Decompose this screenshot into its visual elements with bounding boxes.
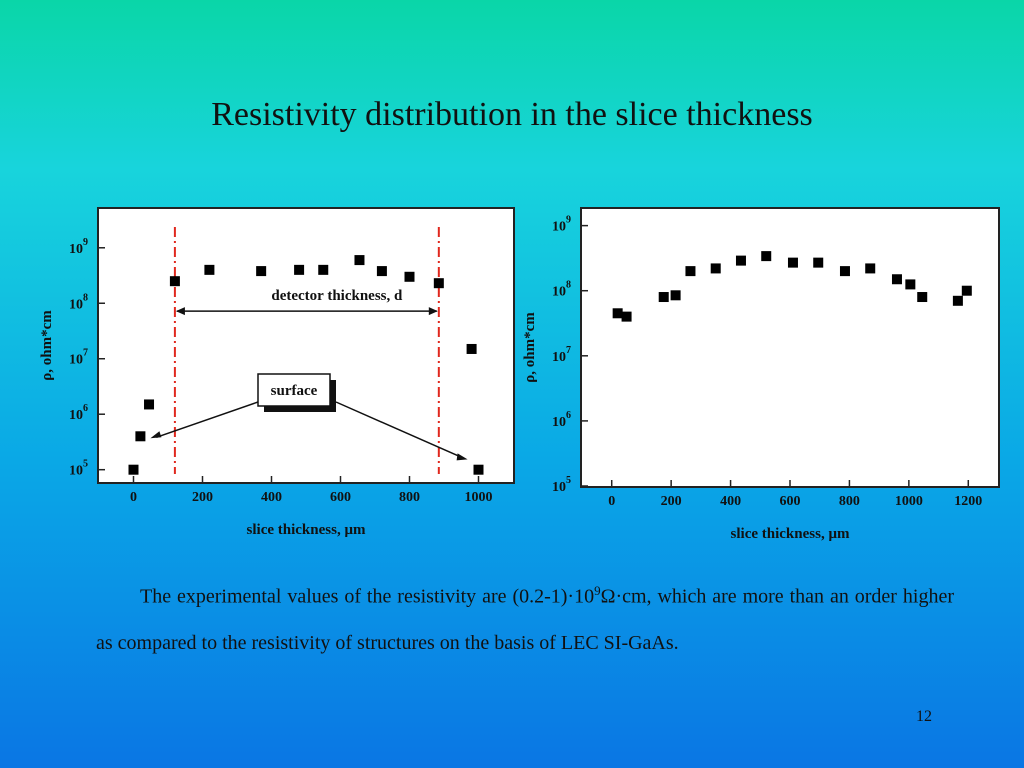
right-x-tick-label: 400 xyxy=(720,494,741,509)
right-data-point xyxy=(735,255,746,266)
right-x-tick-label: 1200 xyxy=(954,494,982,509)
paragraph-part1: The experimental values of the resistivi… xyxy=(140,585,595,608)
right-y-tick-label: 107 xyxy=(552,345,571,365)
left-data-point xyxy=(354,255,365,266)
right-data-point xyxy=(961,285,972,296)
left-x-tick-label: 400 xyxy=(261,490,282,505)
left-data-point xyxy=(473,464,484,475)
right-y-tick-label: 109 xyxy=(552,215,571,235)
left-y-tick-label: 106 xyxy=(69,403,88,423)
left-surface-arrowhead-left xyxy=(150,431,162,439)
right-data-point xyxy=(917,292,928,303)
right-y-tick-exponent: 6 xyxy=(566,410,571,421)
left-data-point xyxy=(433,278,444,289)
left-y-tick-label: 108 xyxy=(69,292,88,312)
left-y-tick-exponent: 7 xyxy=(83,348,88,359)
left-x-tick-label: 200 xyxy=(192,490,213,505)
left-data-point xyxy=(144,399,155,410)
paragraph-part2: Ω·cm, which are more than an order highe… xyxy=(96,585,954,654)
left-data-point xyxy=(294,264,305,275)
paragraph-superscript: 9 xyxy=(594,583,601,598)
right-data-point xyxy=(612,308,623,319)
left-detector-arrowhead-left xyxy=(175,307,185,316)
chart-right-plot-area xyxy=(580,207,1000,488)
left-x-tick-label: 0 xyxy=(130,490,137,505)
right-y-tick-exponent: 5 xyxy=(566,475,571,486)
left-y-tick-label: 107 xyxy=(69,348,88,368)
right-y-tick-exponent: 8 xyxy=(566,280,571,291)
right-data-point xyxy=(658,292,669,303)
left-surface-arrow-right xyxy=(335,401,462,459)
right-y-tick-label: 108 xyxy=(552,280,571,300)
right-data-point xyxy=(761,251,772,262)
left-y-tick-label: 105 xyxy=(69,459,88,479)
left-y-axis-label: ρ, ohm*cm xyxy=(39,310,55,381)
left-data-point xyxy=(404,271,415,282)
slide-title: Resistivity distribution in the slice th… xyxy=(211,96,813,133)
right-data-point xyxy=(710,263,721,274)
right-x-tick-label: 0 xyxy=(608,494,615,509)
right-y-axis-label: ρ, ohm*cm xyxy=(522,312,538,383)
right-data-point xyxy=(813,257,824,268)
left-data-point xyxy=(256,266,267,277)
right-x-axis-label: slice thickness, μm xyxy=(731,526,850,542)
left-data-point xyxy=(318,264,329,275)
right-data-point xyxy=(621,311,632,322)
left-detector-arrowhead-right xyxy=(428,307,438,316)
right-data-point xyxy=(839,266,850,277)
left-x-tick-label: 1000 xyxy=(465,490,493,505)
left-data-point xyxy=(376,266,387,277)
left-y-tick-exponent: 9 xyxy=(83,237,88,248)
left-detector-label: detector thickness, d xyxy=(271,288,403,304)
right-x-tick-label: 600 xyxy=(780,494,801,509)
right-data-point xyxy=(891,274,902,285)
right-y-tick-exponent: 7 xyxy=(566,345,571,356)
right-data-point xyxy=(787,257,798,268)
right-data-point xyxy=(905,279,916,290)
right-data-point xyxy=(685,266,696,277)
left-surface-box xyxy=(257,373,331,407)
right-x-tick-label: 200 xyxy=(661,494,682,509)
page-number: 12 xyxy=(916,708,932,725)
right-y-tick-exponent: 9 xyxy=(566,215,571,226)
right-y-tick-label: 105 xyxy=(552,475,571,495)
body-paragraph: The experimental values of the resistivi… xyxy=(96,568,954,666)
left-x-tick-label: 600 xyxy=(330,490,351,505)
left-data-point xyxy=(169,276,180,287)
left-surface-arrow-left xyxy=(156,401,259,438)
right-x-tick-label: 1000 xyxy=(895,494,923,509)
right-data-point xyxy=(865,263,876,274)
left-data-point xyxy=(204,264,215,275)
right-data-point xyxy=(952,295,963,306)
left-data-point xyxy=(466,343,477,354)
right-data-point xyxy=(670,290,681,301)
left-y-tick-label: 109 xyxy=(69,237,88,257)
right-chart-group: 0 200 400 600 800 1000 1200 105 106 107 108 109 slic… xyxy=(522,215,982,542)
left-chart-group: 0 200 400 600 800 1000 105 106 107 108 109 slice th… xyxy=(39,227,493,538)
chart-left-plot-area xyxy=(97,207,515,484)
left-x-axis-label: slice thickness, μm xyxy=(247,522,366,538)
left-data-point xyxy=(135,431,146,442)
left-y-tick-exponent: 5 xyxy=(83,459,88,470)
left-surface-arrowhead-right xyxy=(456,453,468,461)
left-y-tick-exponent: 6 xyxy=(83,403,88,414)
left-surface-label: surface xyxy=(271,383,318,399)
right-x-tick-label: 800 xyxy=(839,494,860,509)
left-x-tick-label: 800 xyxy=(399,490,420,505)
right-y-tick-label: 106 xyxy=(552,410,571,430)
left-y-tick-exponent: 8 xyxy=(83,292,88,303)
left-data-point xyxy=(128,464,139,475)
